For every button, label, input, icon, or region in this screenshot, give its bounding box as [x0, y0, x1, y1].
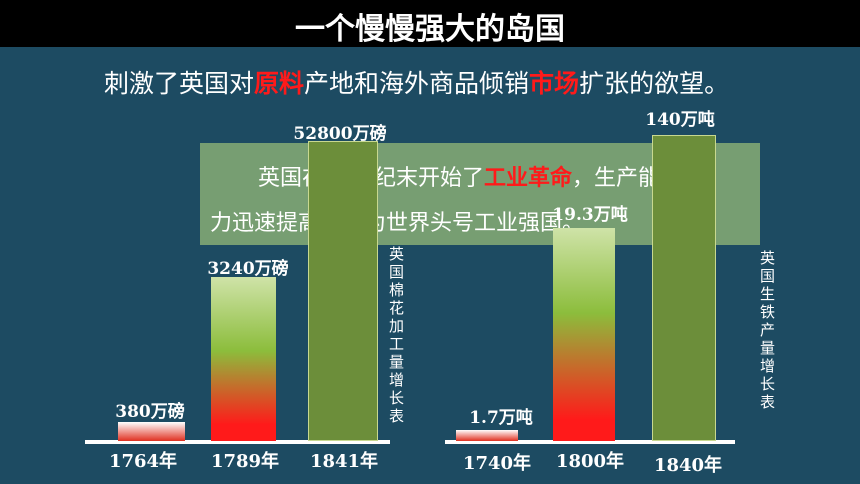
- title-bar: [0, 0, 860, 47]
- bar: [118, 422, 185, 441]
- bar-label: 3240万磅: [207, 259, 289, 279]
- year-label: 1800年: [555, 451, 625, 472]
- bar-label: 380万磅: [115, 402, 185, 422]
- bar: [652, 135, 716, 441]
- baseline: [445, 440, 735, 444]
- slide-title: 一个慢慢强大的岛国: [295, 12, 565, 47]
- text: ，生产能: [572, 166, 661, 191]
- note-line: 力迅速提高，成为世界头号工业强国。: [210, 211, 585, 236]
- year-label: 1740年: [462, 453, 532, 474]
- year-label: 1789年: [210, 451, 280, 472]
- text: 扩张的欲望。: [579, 69, 730, 98]
- intro-text: 刺激了英国对原料产地和海外商品倾销市场扩张的欲望。: [104, 64, 729, 100]
- baseline: [85, 440, 390, 444]
- chart-caption: 英国棉花加工量增长表: [387, 246, 405, 426]
- text: 产地和海外商品倾销: [304, 69, 530, 98]
- highlight: 原料: [254, 69, 305, 98]
- highlight: 市场: [529, 69, 580, 98]
- bar-label: 1.7万吨: [469, 408, 533, 428]
- chart-caption: 英国生铁产量增长表: [758, 250, 776, 412]
- bar-label: 52800万磅: [293, 124, 387, 144]
- highlight: 工业革命: [484, 165, 573, 191]
- bar: [553, 228, 615, 441]
- bar: [456, 430, 518, 441]
- bar: [211, 277, 276, 441]
- bar-label: 19.3万吨: [552, 205, 628, 225]
- year-label: 1764年: [108, 451, 178, 472]
- bar-label: 140万吨: [645, 110, 715, 130]
- note-line: 英国在18世纪末开始了工业革命，生产能: [258, 160, 660, 192]
- text: 刺激了英国对: [104, 69, 255, 98]
- year-label: 1841年: [309, 451, 379, 472]
- bar: [308, 141, 378, 441]
- year-label: 1840年: [653, 455, 723, 476]
